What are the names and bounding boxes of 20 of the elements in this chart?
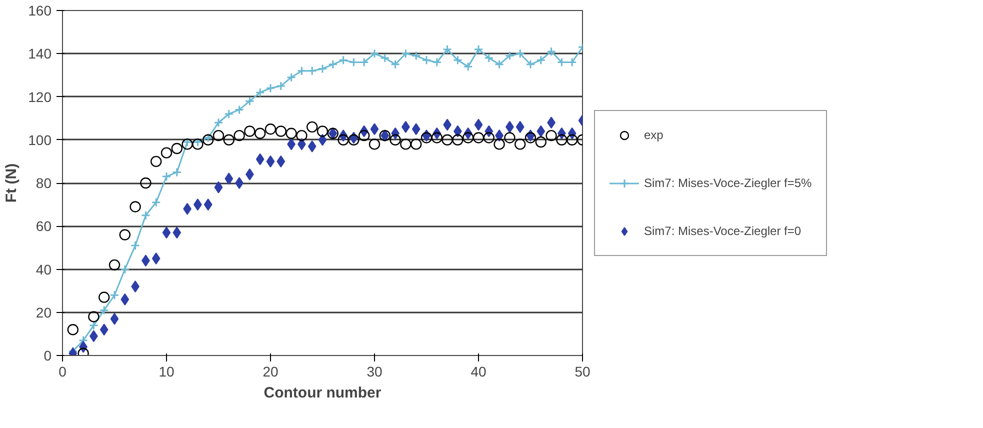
x-axis-title: Contour number [264,384,382,402]
x-tick-label: 40 [470,364,486,380]
y-tick-label: 80 [36,175,52,191]
y-tick-label: 20 [36,304,52,320]
x-tick-label: 0 [58,364,67,380]
legend-label: Sim7: Mises-Voce-Ziegler f=5% [644,176,812,190]
y-tick-label: 140 [28,46,52,62]
y-tick-label: 60 [36,218,52,234]
legend-label: Sim7: Mises-Voce-Ziegler f=0 [644,224,802,238]
y-tick-label: 100 [28,132,52,148]
legend-label: exp [644,128,664,142]
y-tick-label: 160 [28,2,52,18]
x-tick-label: 20 [262,364,278,380]
y-tick-label: 120 [28,88,52,105]
x-tick-label: 50 [574,364,590,380]
y-tick-label: 40 [36,261,52,278]
y-axis-title: Ft (N) [3,163,20,203]
y-tick-label: 0 [44,348,52,364]
x-tick-label: 30 [366,364,382,380]
x-tick-label: 10 [158,364,174,380]
